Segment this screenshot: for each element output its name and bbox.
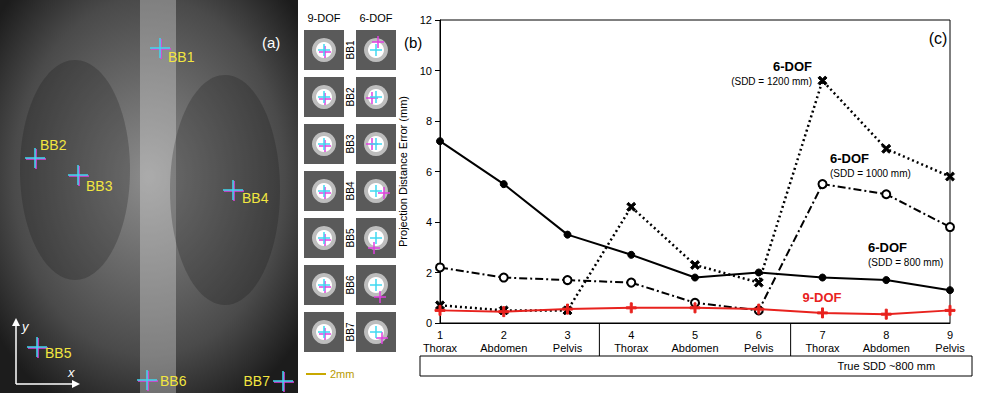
svg-text:(a): (a) xyxy=(262,34,280,51)
svg-text:8: 8 xyxy=(426,115,432,127)
svg-text:3: 3 xyxy=(564,329,570,341)
svg-text:BB3: BB3 xyxy=(345,134,356,153)
svg-text:6-DOF: 6-DOF xyxy=(773,59,812,74)
svg-text:Thorax: Thorax xyxy=(614,342,649,354)
svg-text:(c): (c) xyxy=(929,30,948,47)
svg-text:BB7: BB7 xyxy=(345,322,356,341)
svg-text:1: 1 xyxy=(437,329,443,341)
svg-text:6-DOF: 6-DOF xyxy=(830,151,869,166)
svg-text:BB7: BB7 xyxy=(244,373,271,389)
svg-text:9: 9 xyxy=(947,329,953,341)
svg-text:4: 4 xyxy=(628,329,634,341)
svg-text:(SDD = 800 mm): (SDD = 800 mm) xyxy=(868,257,943,268)
svg-text:2: 2 xyxy=(426,267,432,279)
svg-text:Pelvis: Pelvis xyxy=(553,342,583,354)
svg-text:BB1: BB1 xyxy=(345,40,356,59)
svg-text:6: 6 xyxy=(426,166,432,178)
svg-text:6-DOF: 6-DOF xyxy=(360,12,393,24)
svg-text:Pelvis: Pelvis xyxy=(935,342,965,354)
svg-text:BB2: BB2 xyxy=(40,137,67,153)
svg-text:x: x xyxy=(67,365,75,380)
svg-text:Projection Distance Error (mm): Projection Distance Error (mm) xyxy=(397,96,409,247)
svg-text:Thorax: Thorax xyxy=(805,342,840,354)
svg-text:2: 2 xyxy=(501,329,507,341)
svg-text:10: 10 xyxy=(420,65,432,77)
svg-text:(SDD = 1000 mm): (SDD = 1000 mm) xyxy=(830,168,911,179)
svg-text:(SDD = 1200 mm): (SDD = 1200 mm) xyxy=(731,76,812,87)
svg-text:BB2: BB2 xyxy=(345,87,356,106)
svg-text:BB3: BB3 xyxy=(86,178,113,194)
svg-text:12: 12 xyxy=(420,14,432,26)
svg-text:7: 7 xyxy=(819,329,825,341)
svg-text:8: 8 xyxy=(883,329,889,341)
svg-text:9-DOF: 9-DOF xyxy=(308,12,341,24)
svg-text:6: 6 xyxy=(756,329,762,341)
svg-text:BB6: BB6 xyxy=(160,373,187,389)
svg-text:Abdomen: Abdomen xyxy=(863,342,910,354)
svg-text:5: 5 xyxy=(692,329,698,341)
svg-text:0: 0 xyxy=(426,317,432,329)
svg-text:BB4: BB4 xyxy=(345,181,356,200)
svg-text:2mm: 2mm xyxy=(330,368,354,380)
svg-text:BB4: BB4 xyxy=(242,190,269,206)
svg-text:BB5: BB5 xyxy=(45,345,72,361)
svg-text:4: 4 xyxy=(426,216,432,228)
svg-text:y: y xyxy=(21,319,30,334)
svg-text:Pelvis: Pelvis xyxy=(744,342,774,354)
svg-text:BB6: BB6 xyxy=(345,275,356,294)
svg-text:Abdomen: Abdomen xyxy=(671,342,718,354)
svg-text:True SDD ~800 mm: True SDD ~800 mm xyxy=(837,360,935,372)
svg-text:9-DOF: 9-DOF xyxy=(803,290,842,305)
svg-text:(b): (b) xyxy=(404,34,422,51)
svg-text:BB5: BB5 xyxy=(345,228,356,247)
svg-text:BB1: BB1 xyxy=(168,49,195,65)
svg-text:6-DOF: 6-DOF xyxy=(868,240,907,255)
svg-text:Thorax: Thorax xyxy=(423,342,458,354)
svg-text:Abdomen: Abdomen xyxy=(480,342,527,354)
